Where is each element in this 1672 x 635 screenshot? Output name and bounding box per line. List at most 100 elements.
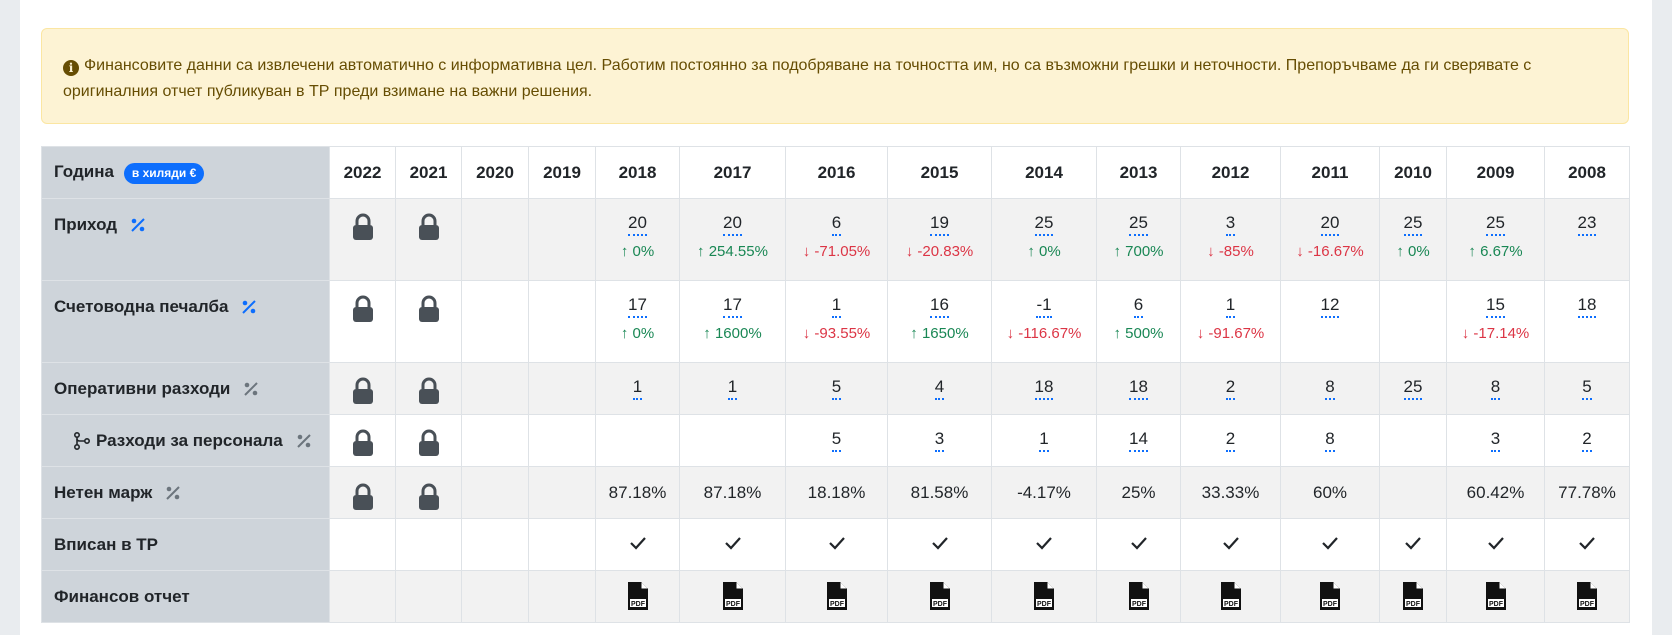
pdf-file-icon[interactable]: PDF [1031,581,1057,611]
lock-icon[interactable] [417,483,441,511]
lock-icon[interactable] [417,213,441,241]
pdf-file-icon[interactable]: PDF [927,581,953,611]
margin-cell: 18.18% [785,466,888,519]
margin-value: 33.33% [1201,483,1260,502]
staff-cell [679,414,786,467]
pdf-file-icon[interactable]: PDF [1483,581,1509,611]
registered-cell [395,518,462,571]
staff-value[interactable]: 5 [831,429,842,452]
margin-value: 87.18% [608,483,667,502]
staff-cell [395,414,462,467]
registered-cell [1280,518,1380,571]
opex-value[interactable]: 25 [1403,377,1423,400]
opex-value[interactable]: 8 [1325,377,1335,400]
profit-value[interactable]: 1 [831,295,842,318]
profit-value[interactable]: 17 [628,295,647,318]
percent-toggle-icon[interactable] [295,432,313,450]
check-icon [1036,537,1052,550]
staff-value[interactable]: 14 [1129,429,1148,452]
income-value[interactable]: 20 [628,213,647,236]
svg-text:PDF: PDF [1489,601,1504,608]
profit-value[interactable]: 12 [1320,295,1340,318]
income-cell: 25 ↑ 0% [1379,198,1447,281]
income-value[interactable]: 25 [1034,213,1054,236]
opex-cell: 1 [679,362,786,415]
margin-cell [329,466,396,519]
opex-value[interactable]: 8 [1490,377,1501,400]
check-icon [1130,537,1147,550]
staff-cell: 5 [785,414,888,467]
opex-value[interactable]: 1 [632,377,643,400]
staff-value[interactable]: 8 [1325,429,1335,452]
disclaimer-alert: i Финансовите данни са извлечени автомати… [41,28,1629,124]
income-value[interactable]: 20 [1320,213,1340,236]
pdf-file-icon[interactable]: PDF [1400,581,1426,611]
income-value[interactable]: 3 [1225,213,1236,236]
lock-icon[interactable] [417,295,441,323]
pdf-file-icon[interactable]: PDF [625,581,651,611]
opex-value[interactable]: 1 [727,377,738,400]
lock-icon[interactable] [351,483,375,511]
opex-value[interactable]: 4 [934,377,945,400]
report-cell: PDF [1096,570,1181,623]
year-header-label: Година [54,161,114,181]
pdf-file-icon[interactable]: PDF [1218,581,1244,611]
registered-cell [461,518,529,571]
change-indicator: ↑ 1600% [680,325,785,343]
profit-value[interactable]: 17 [723,295,742,318]
opex-value[interactable]: 5 [831,377,842,400]
pdf-file-icon[interactable]: PDF [824,581,850,611]
opex-cell: 2 [1180,362,1281,415]
lock-icon[interactable] [417,377,441,405]
income-value[interactable]: 25 [1486,213,1505,236]
staff-value[interactable]: 3 [934,429,945,452]
lock-icon[interactable] [351,213,375,241]
change-indicator: ↑ 254.55% [680,243,785,261]
lock-icon[interactable] [417,429,441,457]
lock-icon[interactable] [351,377,375,405]
profit-cell: 17 ↑ 0% [595,280,680,363]
pdf-file-icon[interactable]: PDF [1317,581,1343,611]
income-value[interactable]: 23 [1577,213,1597,236]
profit-value[interactable]: 6 [1133,295,1144,318]
income-value[interactable]: 6 [831,213,842,236]
year-header-cell: 2016 [785,146,888,199]
arrow-up-icon: ↑ [703,325,715,342]
profit-value[interactable]: 18 [1577,295,1597,318]
lock-icon[interactable] [351,429,375,457]
profit-value[interactable]: -1 [1036,295,1052,318]
income-value[interactable]: 20 [723,213,742,236]
change-indicator: ↓ -93.55% [786,325,887,343]
profit-value[interactable]: 16 [930,295,949,318]
profit-value[interactable]: 1 [1225,295,1236,318]
percent-toggle-icon[interactable] [164,484,182,502]
staff-value[interactable]: 2 [1582,429,1592,452]
staff-value[interactable]: 3 [1490,429,1501,452]
year-header-cell: 2017 [679,146,786,199]
percent-toggle-icon[interactable] [240,298,258,316]
lock-icon[interactable] [351,295,375,323]
pdf-file-icon[interactable]: PDF [1126,581,1152,611]
staff-value[interactable]: 2 [1225,429,1236,452]
margin-cell [528,466,596,519]
income-value[interactable]: 25 [1129,213,1148,236]
opex-value[interactable]: 2 [1225,377,1236,400]
report-cell: PDF [1280,570,1380,623]
income-value[interactable]: 19 [930,213,949,236]
profit-value[interactable]: 15 [1486,295,1505,318]
opex-value[interactable]: 18 [1034,377,1054,400]
percent-toggle-icon[interactable] [242,380,260,398]
pdf-file-icon[interactable]: PDF [1574,581,1600,611]
year-header: Година в хиляди € [41,146,330,199]
pdf-file-icon[interactable]: PDF [720,581,746,611]
svg-text:PDF: PDF [830,601,845,608]
profit-cell: 12 [1280,280,1380,363]
staff-value[interactable]: 1 [1039,429,1049,452]
income-value[interactable]: 25 [1403,213,1423,236]
opex-value[interactable]: 18 [1129,377,1148,400]
percent-toggle-icon[interactable] [129,216,147,234]
report-label: Финансов отчет [54,587,190,606]
check-icon [1322,537,1338,550]
change-indicator: ↓ -91.67% [1181,325,1280,343]
opex-value[interactable]: 5 [1582,377,1592,400]
